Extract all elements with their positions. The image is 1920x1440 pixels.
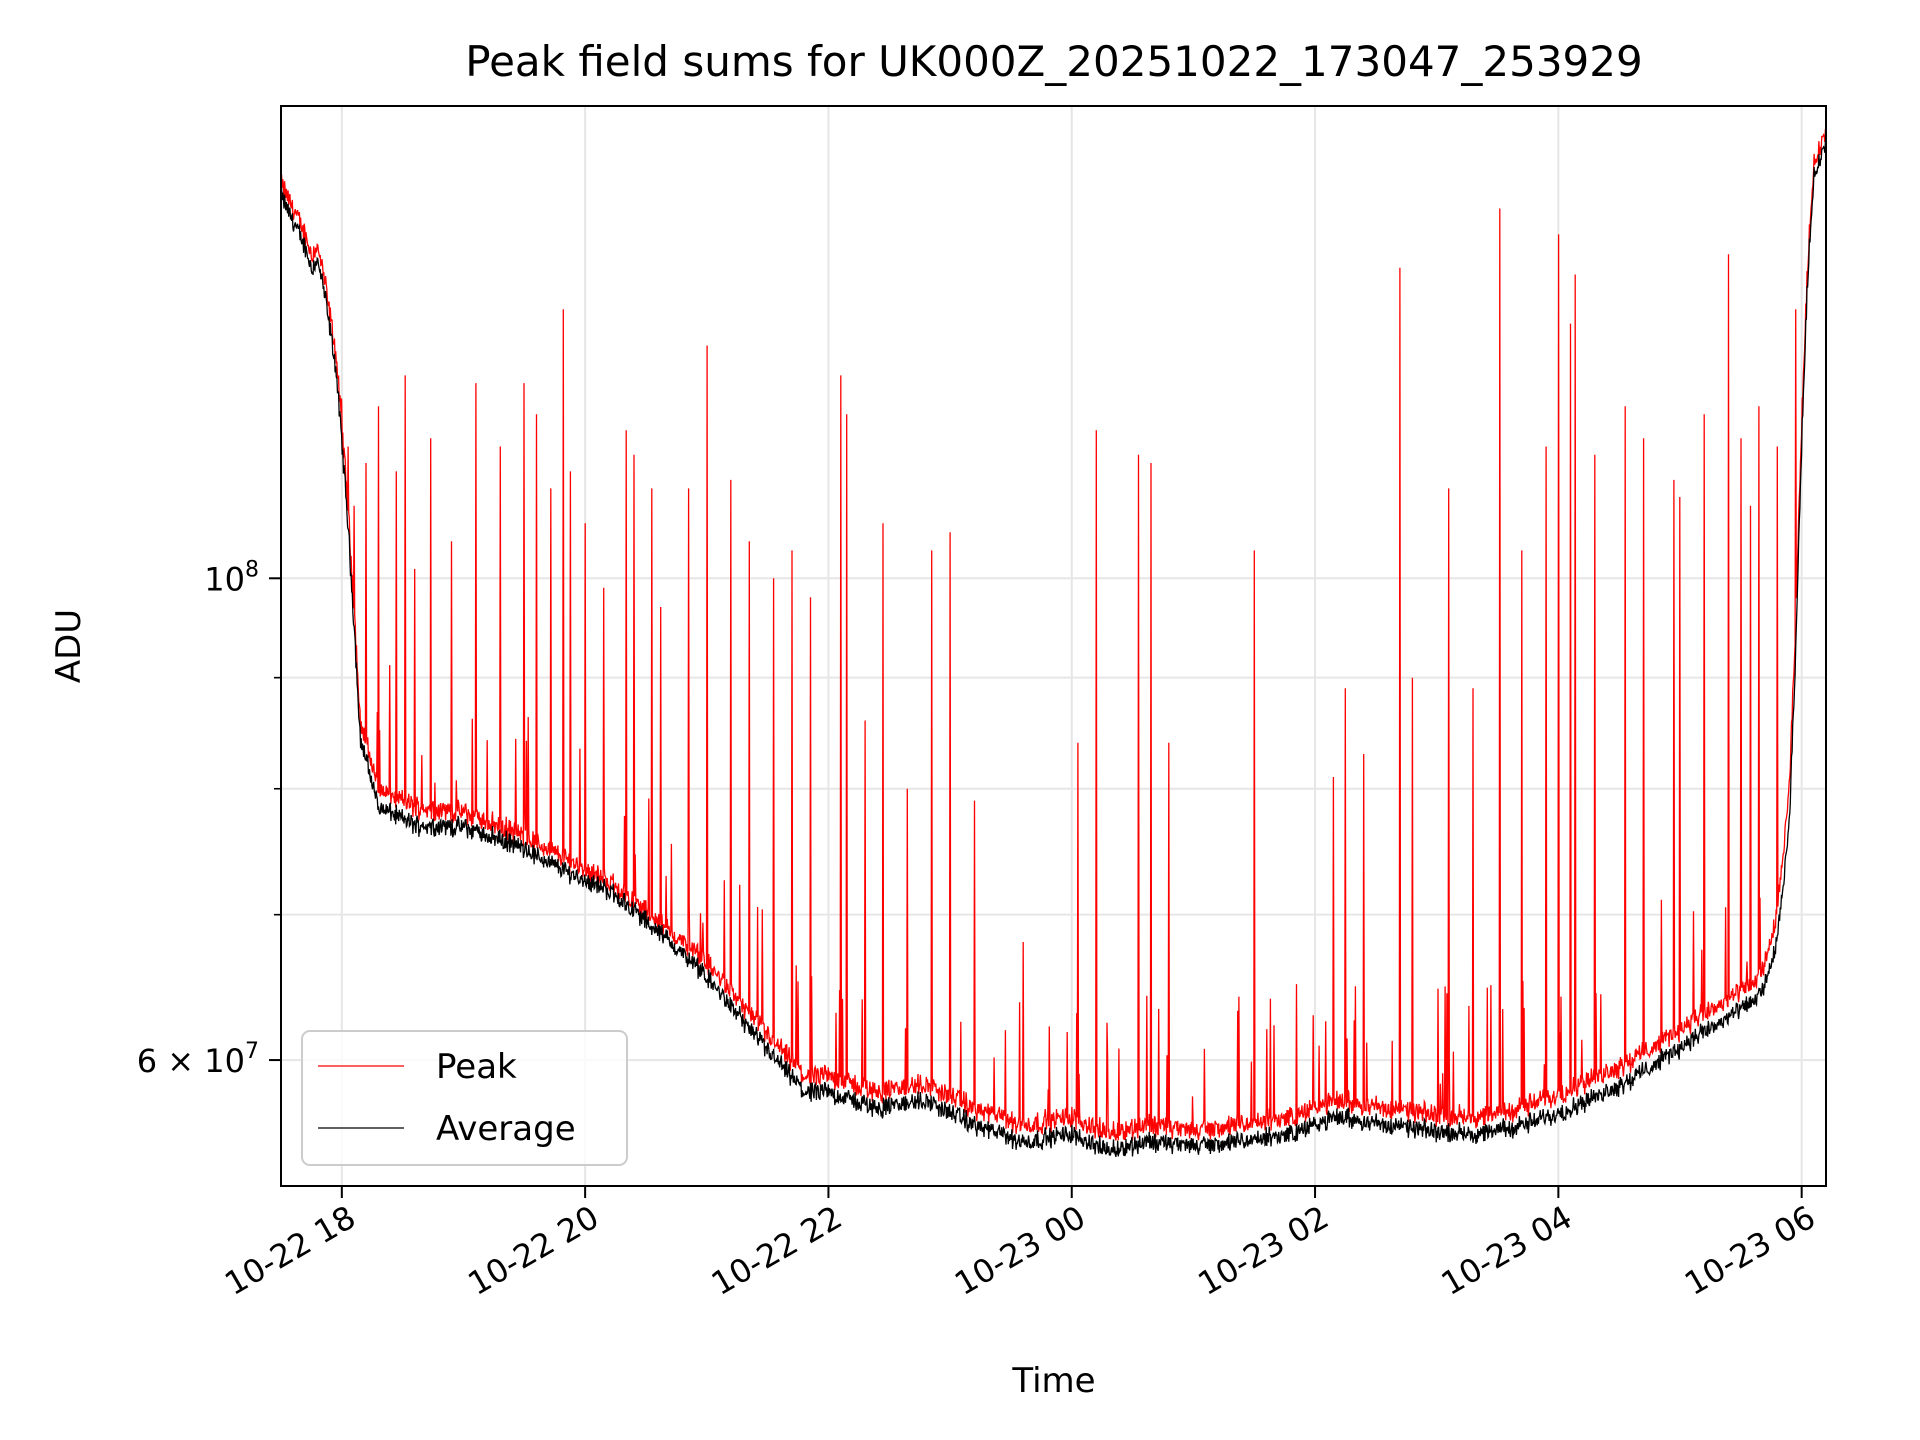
- y-axis-label: ADU: [49, 609, 89, 683]
- average-series-line: [281, 139, 1826, 1157]
- x-tick-label: 10-22 18: [218, 1198, 362, 1303]
- x-tick-label: 10-23 06: [1678, 1198, 1822, 1303]
- y-tick-label-exponent: 8: [245, 557, 259, 582]
- x-tick-label: 10-22 20: [462, 1198, 606, 1303]
- x-axis-label: Time: [1011, 1361, 1095, 1401]
- y-tick-label: 6 × 107: [137, 1039, 259, 1080]
- y-tick-label: 108: [204, 557, 259, 598]
- y-tick-label-exponent: 7: [245, 1039, 259, 1064]
- y-tick-label-base: 10: [204, 560, 245, 598]
- y-tick-label-base: 6 × 10: [137, 1042, 245, 1080]
- peak-series-line: [281, 128, 1826, 1141]
- x-tick-label: 10-23 04: [1435, 1198, 1579, 1303]
- x-tick-label: 10-22 22: [705, 1198, 849, 1303]
- x-tick-label: 10-23 02: [1191, 1198, 1335, 1303]
- plot-frame: [280, 105, 1827, 1187]
- legend-peak-label: Peak: [436, 1047, 517, 1087]
- y-axis: 108 6 × 107: [137, 557, 281, 1080]
- series-layer: [281, 128, 1826, 1157]
- x-tick-label: 10-23 00: [948, 1198, 1092, 1303]
- legend: Peak Average: [301, 1030, 628, 1166]
- chart-title: Peak field sums for UK000Z_20251022_1730…: [465, 37, 1642, 86]
- x-axis: 10-22 18 10-22 20 10-22 22 10-23 00 10-23 02…: [218, 1186, 1822, 1303]
- legend-box: [301, 1030, 628, 1166]
- legend-average-label: Average: [436, 1109, 576, 1149]
